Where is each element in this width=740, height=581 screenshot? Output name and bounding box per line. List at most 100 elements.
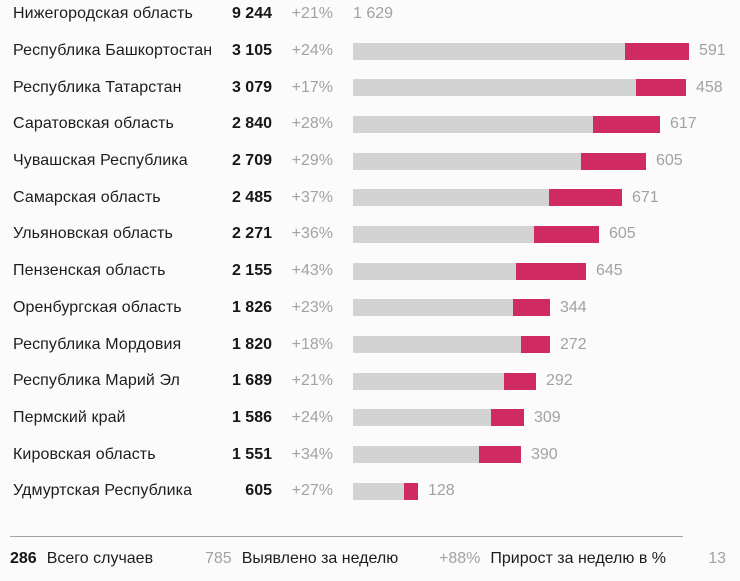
bar-area: 617: [353, 115, 740, 133]
weekly-cases-value: 671: [632, 188, 659, 206]
weekly-cases-segment: [581, 152, 646, 170]
region-name: Чувашская Республика: [13, 152, 188, 170]
total-cases-value: 605: [245, 482, 272, 500]
total-cases-bar: [353, 409, 524, 427]
weekly-cases-value: 605: [609, 225, 636, 243]
weekly-cases-value: 292: [546, 372, 573, 390]
total-cases-bar: [353, 299, 550, 317]
region-name: Пермский край: [13, 408, 126, 426]
region-name: Республика Мордовия: [13, 335, 182, 353]
weekly-cases-segment: [625, 42, 689, 60]
bar-area: 390: [353, 445, 740, 464]
chart-row: Республика Мордовия 1 820 +18% 272: [0, 326, 740, 363]
total-cases-value: 3 079: [231, 78, 272, 96]
bar-area: 605: [353, 152, 740, 170]
weekly-growth-percent: +21%: [291, 5, 333, 23]
chart-row: Пермский край 1 586 +24% 309: [0, 400, 740, 437]
chart-rows: Нижегородская область 9 244 +21% 1 629 Респу…: [0, 0, 740, 510]
legend-total-label: Всего случаев: [46, 550, 154, 567]
weekly-cases-value: 272: [560, 335, 587, 353]
weekly-growth-percent: +23%: [291, 298, 333, 316]
chart-row: Саратовская область 2 840 +28% 617: [0, 106, 740, 143]
weekly-cases-segment: [549, 189, 622, 207]
bar-area: 645: [353, 262, 740, 280]
legend-week-value: 785: [205, 550, 232, 567]
total-cases-bar: [353, 446, 521, 464]
weekly-cases-segment: [636, 79, 686, 97]
weekly-cases-value: 128: [428, 482, 455, 500]
region-name: Кировская область: [13, 445, 156, 463]
total-cases-bar: [353, 79, 686, 97]
weekly-cases-value: 458: [696, 78, 723, 96]
total-cases-bar: [353, 372, 536, 390]
bar-area: 458: [353, 78, 740, 97]
legend-total-value: 286: [10, 550, 37, 567]
weekly-cases-segment: [516, 262, 586, 280]
total-cases-value: 2 840: [231, 115, 272, 133]
bar-area: 591: [353, 42, 740, 60]
chart-row: Оренбургская область 1 826 +23% 344: [0, 290, 740, 327]
weekly-growth-percent: +29%: [291, 152, 333, 170]
weekly-cases-segment: [491, 409, 524, 427]
region-name: Нижегородская область: [13, 5, 193, 23]
region-name: Оренбургская область: [13, 298, 182, 316]
weekly-growth-percent: +28%: [291, 115, 333, 133]
total-cases-value: 3 105: [231, 42, 272, 60]
total-cases-value: 1 551: [231, 445, 272, 463]
region-name: Самарская область: [13, 188, 161, 206]
total-cases-value: 2 271: [231, 225, 272, 243]
bar-area: 292: [353, 372, 740, 390]
weekly-cases-value: 605: [656, 152, 683, 170]
region-name: Республика Татарстан: [13, 78, 182, 96]
region-name: Саратовская область: [13, 115, 174, 133]
weekly-growth-percent: +24%: [291, 42, 333, 60]
chart-row: Нижегородская область 9 244 +21% 1 629: [0, 0, 740, 33]
total-cases-bar: [353, 42, 689, 60]
region-name: Пензенская область: [13, 262, 166, 280]
legend-week-label: Выявлено за неделю: [241, 550, 399, 567]
total-cases-bar: [353, 336, 550, 354]
total-cases-bar: [353, 225, 599, 243]
total-cases-value: 2 709: [231, 152, 272, 170]
weekly-cases-segment: [504, 372, 536, 390]
weekly-cases-segment: [404, 482, 418, 500]
chart-row: Удмуртская Республика 605 +27% 128: [0, 473, 740, 510]
chart-legend: 286 Всего случаев 785 Выявлено за неделю…: [0, 550, 740, 570]
total-cases-bar: [353, 482, 418, 500]
region-name: Удмуртская Республика: [13, 482, 193, 500]
weekly-cases-value: 390: [531, 445, 558, 463]
weekly-growth-percent: +27%: [291, 482, 333, 500]
weekly-cases-value: 1 629: [353, 5, 394, 23]
bar-area: 128: [353, 482, 740, 500]
weekly-cases-value: 645: [596, 262, 623, 280]
weekly-cases-segment: [479, 446, 521, 464]
total-cases-value: 1 820: [231, 335, 272, 353]
total-cases-value: 1 586: [231, 408, 272, 426]
legend-overflow-value: 13: [708, 550, 726, 567]
weekly-growth-percent: +24%: [291, 408, 333, 426]
chart-row: Республика Башкортостан 3 105 +24% 591: [0, 33, 740, 70]
weekly-cases-value: 617: [670, 115, 697, 133]
bar-area: 1 629: [353, 6, 740, 22]
total-cases-value: 2 155: [231, 262, 272, 280]
total-cases-value: 1 689: [231, 372, 272, 390]
weekly-cases-value: 344: [560, 298, 587, 316]
weekly-cases-segment: [534, 225, 599, 243]
chart-row: Республика Татарстан 3 079 +17% 458: [0, 69, 740, 106]
weekly-cases-value: 591: [699, 42, 726, 60]
bar-area: 605: [353, 225, 740, 243]
region-name: Ульяновская область: [13, 225, 173, 243]
weekly-cases-value: 309: [534, 408, 561, 426]
chart-row: Самарская область 2 485 +37% 671: [0, 179, 740, 216]
bar-area: 272: [353, 335, 740, 354]
total-cases-bar: [353, 115, 660, 133]
chart-row: Пензенская область 2 155 +43% 645: [0, 253, 740, 290]
weekly-cases-segment: [513, 299, 550, 317]
total-cases-value: 1 826: [231, 298, 272, 316]
bar-area: 344: [353, 298, 740, 317]
weekly-cases-segment: [593, 115, 660, 133]
chart-row: Кировская область 1 551 +34% 390: [0, 436, 740, 473]
chart-row: Ульяновская область 2 271 +36% 605: [0, 216, 740, 253]
legend-growth-value: +88%: [439, 550, 481, 567]
weekly-growth-percent: +43%: [291, 262, 333, 280]
